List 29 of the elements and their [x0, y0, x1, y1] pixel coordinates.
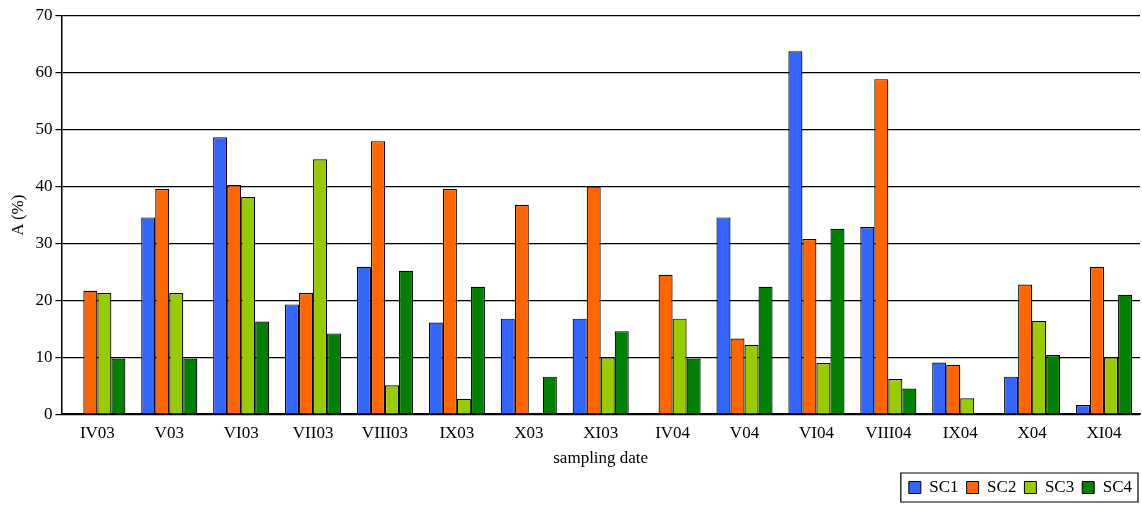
x-axis-title: sampling date	[553, 448, 649, 468]
x-tick-label: VIII04	[865, 422, 912, 442]
y-tick-label: 0	[43, 403, 53, 423]
y-tick-label: 60	[35, 62, 53, 82]
x-tick-label: X03	[514, 422, 544, 442]
legend-label: SC4	[1102, 476, 1133, 496]
x-tick-label: VI03	[223, 422, 259, 442]
y-tick-label: 40	[35, 176, 53, 196]
y-tick-label: 70	[35, 5, 53, 25]
x-tick-label: VIII03	[361, 422, 409, 442]
x-tick-label: IV04	[655, 422, 691, 442]
legend-label: SC1	[929, 476, 959, 496]
x-tick-label: IX04	[942, 422, 979, 442]
y-tick-label: 20	[35, 289, 53, 309]
legend-label: SC2	[987, 476, 1017, 496]
y-tick-label: 50	[35, 119, 53, 139]
x-tick-label: XI03	[583, 422, 619, 442]
x-tick-label: X04	[1017, 422, 1048, 442]
x-tick-label: V04	[729, 422, 760, 442]
y-tick-label: 30	[35, 233, 53, 253]
x-tick-label: VII03	[292, 422, 334, 442]
x-tick-label: XI04	[1086, 422, 1123, 442]
x-tick-label: VI04	[798, 422, 835, 442]
x-tick-label: V03	[154, 422, 184, 442]
x-tick-label: IV03	[79, 422, 115, 442]
x-tick-label: IX03	[439, 422, 475, 442]
y-tick-label: 10	[35, 346, 53, 366]
legend-label: SC3	[1044, 476, 1075, 496]
y-axis-title: A (%)	[7, 194, 27, 236]
